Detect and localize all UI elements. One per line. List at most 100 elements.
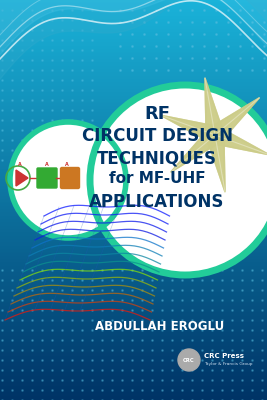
Bar: [0, 327, 267, 330]
Bar: [0, 83, 267, 87]
Bar: [0, 283, 267, 287]
Bar: [0, 173, 267, 177]
Bar: [0, 43, 267, 47]
Bar: [0, 240, 267, 243]
Polygon shape: [206, 134, 225, 192]
Text: Taylor & Francis Group: Taylor & Francis Group: [204, 362, 253, 366]
Text: A: A: [45, 162, 49, 168]
Bar: [0, 190, 267, 193]
Bar: [0, 263, 267, 267]
Bar: [0, 120, 267, 123]
Bar: [0, 100, 267, 103]
Polygon shape: [212, 126, 267, 155]
Bar: [0, 140, 267, 143]
Polygon shape: [160, 115, 218, 144]
Bar: [0, 330, 267, 333]
Bar: [0, 180, 267, 183]
Polygon shape: [209, 98, 260, 142]
Bar: [0, 303, 267, 307]
Bar: [0, 270, 267, 273]
Circle shape: [90, 85, 267, 275]
FancyBboxPatch shape: [37, 168, 57, 188]
Bar: [0, 200, 267, 203]
FancyBboxPatch shape: [61, 168, 80, 188]
Bar: [0, 187, 267, 190]
Bar: [0, 147, 267, 150]
Bar: [0, 113, 267, 117]
Text: RF: RF: [144, 105, 170, 123]
Bar: [0, 307, 267, 310]
Bar: [0, 80, 267, 83]
Bar: [0, 373, 267, 377]
Bar: [0, 290, 267, 293]
Bar: [0, 73, 267, 77]
Bar: [0, 203, 267, 207]
Bar: [0, 193, 267, 197]
Bar: [0, 260, 267, 263]
Bar: [0, 40, 267, 43]
Polygon shape: [171, 128, 221, 172]
Text: ABDULLAH EROGLU: ABDULLAH EROGLU: [95, 320, 225, 334]
Bar: [0, 383, 267, 387]
Bar: [0, 170, 267, 173]
Bar: [0, 233, 267, 237]
Polygon shape: [205, 78, 224, 136]
Bar: [0, 0, 267, 3]
Circle shape: [10, 122, 126, 238]
Bar: [0, 320, 267, 323]
Bar: [0, 10, 267, 13]
Bar: [0, 20, 267, 23]
Text: A: A: [18, 162, 22, 166]
Bar: [0, 317, 267, 320]
Bar: [0, 110, 267, 113]
Bar: [0, 393, 267, 397]
Bar: [0, 353, 267, 357]
Bar: [0, 280, 267, 283]
Bar: [0, 387, 267, 390]
Text: CRC: CRC: [183, 358, 195, 362]
Bar: [0, 210, 267, 213]
Bar: [0, 90, 267, 93]
Bar: [0, 217, 267, 220]
Bar: [0, 57, 267, 60]
Polygon shape: [16, 170, 28, 186]
Bar: [0, 363, 267, 367]
Bar: [0, 350, 267, 353]
Bar: [0, 357, 267, 360]
Bar: [0, 117, 267, 120]
Polygon shape: [160, 115, 218, 144]
Bar: [0, 50, 267, 53]
Bar: [0, 347, 267, 350]
Bar: [0, 313, 267, 317]
Bar: [0, 87, 267, 90]
Bar: [0, 310, 267, 313]
Text: CRC Press: CRC Press: [204, 353, 244, 359]
Bar: [0, 30, 267, 33]
Bar: [0, 63, 267, 67]
Text: TECHNIQUES: TECHNIQUES: [97, 149, 217, 167]
Bar: [0, 93, 267, 97]
Bar: [0, 380, 267, 383]
Bar: [0, 197, 267, 200]
Bar: [0, 257, 267, 260]
Polygon shape: [206, 134, 225, 192]
Bar: [0, 397, 267, 400]
Bar: [0, 377, 267, 380]
Bar: [0, 133, 267, 137]
Bar: [0, 287, 267, 290]
Bar: [0, 367, 267, 370]
Bar: [0, 157, 267, 160]
Bar: [0, 23, 267, 27]
Bar: [0, 230, 267, 233]
Bar: [0, 77, 267, 80]
Bar: [0, 150, 267, 153]
Bar: [0, 143, 267, 147]
Bar: [0, 163, 267, 167]
Bar: [0, 67, 267, 70]
Bar: [0, 7, 267, 10]
Bar: [0, 243, 267, 247]
Polygon shape: [171, 128, 221, 172]
Bar: [0, 223, 267, 227]
Text: APPLICATIONS: APPLICATIONS: [89, 193, 225, 211]
Bar: [0, 277, 267, 280]
